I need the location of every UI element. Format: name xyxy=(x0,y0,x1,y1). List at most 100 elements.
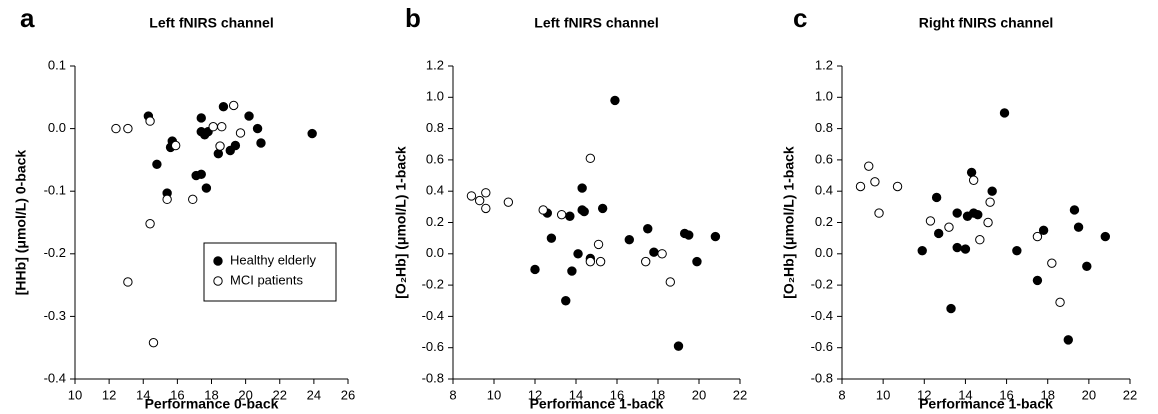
y-tick-label: 1.2 xyxy=(426,57,444,72)
y-axis-label: [O₂Hb] (μmol/L) 1-back xyxy=(781,146,797,299)
point xyxy=(946,303,956,314)
y-tick-label: -0.3 xyxy=(44,308,66,323)
point xyxy=(530,264,540,275)
point xyxy=(538,205,548,215)
x-tick-label: 10 xyxy=(68,387,82,402)
point xyxy=(1063,335,1073,345)
x-tick-label: 20 xyxy=(1082,387,1096,402)
y-tick-label: 0.0 xyxy=(815,245,833,260)
legend-marker xyxy=(213,256,223,266)
point xyxy=(466,191,477,201)
point xyxy=(999,108,1010,118)
point xyxy=(217,122,227,132)
point xyxy=(624,235,634,245)
point xyxy=(215,141,225,151)
panel-label: c xyxy=(793,3,807,33)
x-tick-label: 14 xyxy=(136,387,150,402)
point xyxy=(208,122,218,132)
point xyxy=(710,231,721,242)
point xyxy=(933,228,944,239)
y-tick-label: 0.1 xyxy=(48,57,66,72)
point xyxy=(1032,275,1043,286)
y-tick-label: -0.8 xyxy=(422,370,444,385)
y-tick-label: 1.0 xyxy=(815,89,833,104)
point xyxy=(561,296,571,306)
point xyxy=(931,192,942,203)
point xyxy=(556,209,567,220)
x-tick-label: 22 xyxy=(273,387,287,402)
point xyxy=(481,203,491,214)
point xyxy=(987,186,997,196)
point xyxy=(665,277,675,287)
y-tick-label: -0.8 xyxy=(811,370,833,385)
panel-label: b xyxy=(405,3,421,33)
x-tick-label: 20 xyxy=(692,387,706,402)
point xyxy=(123,277,133,287)
x-tick-label: 18 xyxy=(204,387,218,402)
x-tick-label: 10 xyxy=(487,387,501,402)
x-tick-label: 22 xyxy=(733,387,747,402)
point xyxy=(944,222,954,232)
y-tick-label: -0.2 xyxy=(811,277,833,292)
point xyxy=(1047,258,1057,268)
point xyxy=(162,194,172,205)
point xyxy=(152,159,162,169)
point xyxy=(855,181,866,192)
x-tick-label: 16 xyxy=(999,387,1013,402)
point xyxy=(579,206,589,217)
point xyxy=(218,101,229,112)
y-tick-label: 1.2 xyxy=(815,57,833,72)
legend-marker xyxy=(213,276,223,286)
point xyxy=(474,195,485,206)
y-tick-label: -0.4 xyxy=(44,370,66,385)
y-tick-label: 0.6 xyxy=(815,151,833,166)
x-tick-label: 16 xyxy=(170,387,184,402)
point xyxy=(145,116,155,126)
y-tick-label: 0.8 xyxy=(426,120,444,135)
x-tick-label: 12 xyxy=(528,387,542,402)
x-axis-label: Performance 1-back xyxy=(919,396,1053,412)
point xyxy=(985,197,995,207)
point xyxy=(870,177,880,187)
legend-label: Healthy elderly xyxy=(230,252,316,267)
chart-title: Right fNIRS channel xyxy=(919,15,1054,31)
x-axis-label: Performance 0-back xyxy=(145,396,279,412)
y-tick-label: 0.0 xyxy=(48,120,66,135)
y-axis-label: [O₂Hb] (μmol/L) 1-back xyxy=(393,146,409,299)
x-tick-label: 18 xyxy=(651,387,665,402)
point xyxy=(595,256,606,267)
x-tick-label: 22 xyxy=(1123,387,1137,402)
point xyxy=(1032,231,1043,242)
point xyxy=(968,175,979,185)
x-tick-label: 20 xyxy=(238,387,252,402)
point xyxy=(585,153,596,164)
point xyxy=(892,181,903,192)
point xyxy=(1069,205,1080,215)
x-tick-label: 8 xyxy=(449,387,456,402)
y-tick-label: -0.4 xyxy=(422,308,444,323)
point xyxy=(188,194,198,205)
y-tick-label: 1.0 xyxy=(426,89,444,104)
y-tick-label: -0.1 xyxy=(44,183,66,198)
x-tick-label: 14 xyxy=(569,387,583,402)
point xyxy=(649,247,659,257)
chart-title: Left fNIRS channel xyxy=(149,15,273,31)
point xyxy=(973,209,983,220)
x-axis-label: Performance 1-back xyxy=(530,396,664,412)
y-tick-label: 0.2 xyxy=(426,214,444,229)
point xyxy=(684,230,694,240)
x-tick-label: 12 xyxy=(102,387,116,402)
x-tick-label: 12 xyxy=(917,387,931,402)
point xyxy=(148,337,159,348)
point xyxy=(1073,222,1084,232)
point xyxy=(111,123,121,134)
point xyxy=(952,208,962,218)
point xyxy=(864,161,874,171)
point xyxy=(1055,297,1065,308)
point xyxy=(643,224,653,234)
point xyxy=(641,256,651,267)
point xyxy=(256,138,266,148)
point xyxy=(585,256,596,267)
y-tick-label: -0.2 xyxy=(44,245,66,260)
